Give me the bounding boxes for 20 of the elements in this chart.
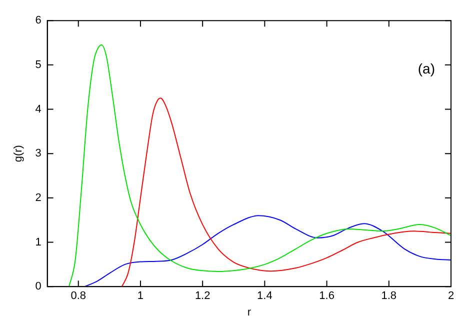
y-tick-label: 2: [35, 192, 42, 204]
x-tick-label: 0.8: [70, 290, 86, 302]
x-tick-label: 1.4: [257, 290, 272, 302]
x-tick-label: 1.6: [319, 290, 334, 302]
y-tick-label: 6: [35, 14, 42, 27]
x-tick-label: 1.2: [194, 290, 210, 302]
y-tick-label: 3: [35, 148, 42, 160]
x-tick-label: 1.8: [381, 290, 397, 302]
y-tick-label: 4: [35, 103, 42, 116]
y-tick-label: 0: [35, 280, 42, 293]
y-axis-title: g(r): [12, 145, 25, 162]
line-series: [68, 44, 451, 287]
x-axis-title: r: [247, 306, 252, 318]
line-series: [121, 98, 451, 287]
x-tick-label: 2: [448, 290, 454, 302]
annotation: (a): [418, 60, 435, 76]
x-tick-label: 1: [137, 290, 144, 302]
y-tick-label: 1: [35, 236, 42, 248]
line-series: [84, 215, 451, 287]
y-tick-label: 5: [35, 58, 42, 71]
